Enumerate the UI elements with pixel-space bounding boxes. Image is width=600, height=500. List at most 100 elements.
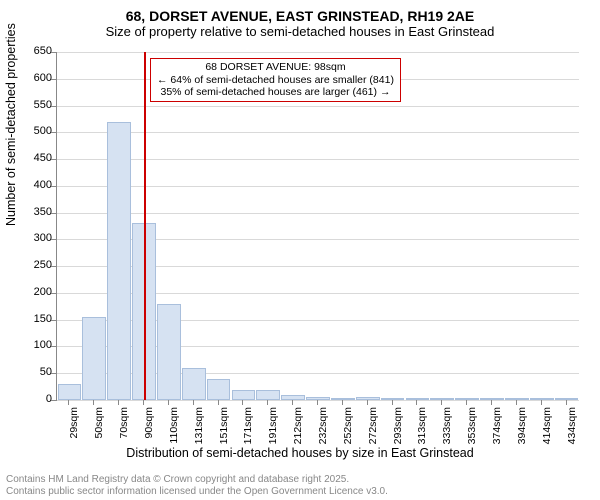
footer-line-2: Contains public sector information licen… xyxy=(6,486,388,498)
x-tick-label: 29sqm xyxy=(68,407,80,447)
chart-plot-area: 68 DORSET AVENUE: 98sqm← 64% of semi-det… xyxy=(56,52,579,401)
gridline xyxy=(57,186,579,187)
y-tick-label: 600 xyxy=(22,72,52,84)
x-tick-mark xyxy=(93,400,94,405)
footer-text: Contains HM Land Registry data © Crown c… xyxy=(6,474,388,498)
gridline xyxy=(57,52,579,53)
annotation-box: 68 DORSET AVENUE: 98sqm← 64% of semi-det… xyxy=(150,58,401,102)
y-tick-mark xyxy=(51,320,56,321)
y-tick-mark xyxy=(51,373,56,374)
x-tick-label: 272sqm xyxy=(367,407,379,447)
x-tick-label: 131sqm xyxy=(193,407,205,447)
x-tick-label: 313sqm xyxy=(416,407,428,447)
y-tick-label: 250 xyxy=(22,259,52,271)
y-tick-mark xyxy=(51,293,56,294)
y-tick-label: 400 xyxy=(22,179,52,191)
x-tick-label: 171sqm xyxy=(242,407,254,447)
histogram-bar xyxy=(232,390,256,400)
gridline xyxy=(57,106,579,107)
y-tick-mark xyxy=(51,266,56,267)
histogram-bar xyxy=(505,398,529,400)
y-tick-label: 50 xyxy=(22,366,52,378)
annotation-line: 68 DORSET AVENUE: 98sqm xyxy=(157,61,394,74)
x-tick-mark xyxy=(143,400,144,405)
x-tick-label: 151sqm xyxy=(218,407,230,447)
histogram-bar xyxy=(331,398,355,400)
x-tick-mark xyxy=(292,400,293,405)
x-tick-mark xyxy=(118,400,119,405)
x-tick-mark xyxy=(491,400,492,405)
x-tick-mark xyxy=(242,400,243,405)
x-tick-mark xyxy=(367,400,368,405)
y-tick-label: 500 xyxy=(22,125,52,137)
y-tick-mark xyxy=(51,186,56,187)
x-tick-label: 374sqm xyxy=(491,407,503,447)
histogram-bar xyxy=(530,398,554,400)
x-tick-mark xyxy=(441,400,442,405)
y-tick-label: 200 xyxy=(22,286,52,298)
histogram-bar xyxy=(157,304,181,400)
y-tick-label: 300 xyxy=(22,232,52,244)
histogram-bar xyxy=(58,384,82,400)
property-marker-line xyxy=(144,52,146,400)
x-tick-label: 353sqm xyxy=(466,407,478,447)
y-tick-label: 650 xyxy=(22,45,52,57)
chart-title-main: 68, DORSET AVENUE, EAST GRINSTEAD, RH19 … xyxy=(0,0,600,24)
x-tick-mark xyxy=(392,400,393,405)
y-tick-label: 0 xyxy=(22,393,52,405)
y-tick-label: 100 xyxy=(22,339,52,351)
x-tick-mark xyxy=(541,400,542,405)
y-axis-label: Number of semi-detached properties xyxy=(4,23,18,226)
x-axis-label: Distribution of semi-detached houses by … xyxy=(0,446,600,460)
x-tick-mark xyxy=(416,400,417,405)
x-tick-label: 110sqm xyxy=(168,407,180,447)
y-tick-mark xyxy=(51,52,56,53)
gridline xyxy=(57,132,579,133)
x-tick-label: 70sqm xyxy=(118,407,130,447)
y-tick-mark xyxy=(51,239,56,240)
x-tick-label: 50sqm xyxy=(93,407,105,447)
y-tick-mark xyxy=(51,400,56,401)
histogram-bar xyxy=(256,390,280,400)
x-tick-label: 414sqm xyxy=(541,407,553,447)
y-tick-mark xyxy=(51,213,56,214)
x-tick-label: 434sqm xyxy=(566,407,578,447)
x-tick-label: 252sqm xyxy=(342,407,354,447)
x-tick-mark xyxy=(466,400,467,405)
x-tick-mark xyxy=(317,400,318,405)
histogram-bar xyxy=(356,397,380,400)
x-tick-label: 394sqm xyxy=(516,407,528,447)
x-tick-label: 212sqm xyxy=(292,407,304,447)
histogram-bar xyxy=(182,368,206,400)
y-tick-mark xyxy=(51,159,56,160)
annotation-line: ← 64% of semi-detached houses are smalle… xyxy=(157,74,394,87)
y-tick-mark xyxy=(51,346,56,347)
histogram-bar xyxy=(107,122,131,400)
x-tick-label: 191sqm xyxy=(267,407,279,447)
y-tick-label: 550 xyxy=(22,99,52,111)
y-tick-mark xyxy=(51,79,56,80)
x-tick-mark xyxy=(68,400,69,405)
gridline xyxy=(57,400,579,401)
x-tick-mark xyxy=(168,400,169,405)
y-tick-mark xyxy=(51,106,56,107)
histogram-bar xyxy=(207,379,231,400)
annotation-line: 35% of semi-detached houses are larger (… xyxy=(157,86,394,99)
x-tick-label: 333sqm xyxy=(441,407,453,447)
y-tick-label: 450 xyxy=(22,152,52,164)
y-tick-mark xyxy=(51,132,56,133)
x-tick-mark xyxy=(193,400,194,405)
x-tick-mark xyxy=(218,400,219,405)
x-tick-mark xyxy=(566,400,567,405)
footer-line-1: Contains HM Land Registry data © Crown c… xyxy=(6,474,388,486)
gridline xyxy=(57,213,579,214)
chart-title-sub: Size of property relative to semi-detach… xyxy=(0,24,600,43)
y-tick-label: 150 xyxy=(22,313,52,325)
gridline xyxy=(57,159,579,160)
histogram-bar xyxy=(82,317,106,400)
x-tick-mark xyxy=(267,400,268,405)
x-tick-label: 293sqm xyxy=(392,407,404,447)
x-tick-label: 90sqm xyxy=(143,407,155,447)
x-tick-label: 232sqm xyxy=(317,407,329,447)
y-tick-label: 350 xyxy=(22,206,52,218)
